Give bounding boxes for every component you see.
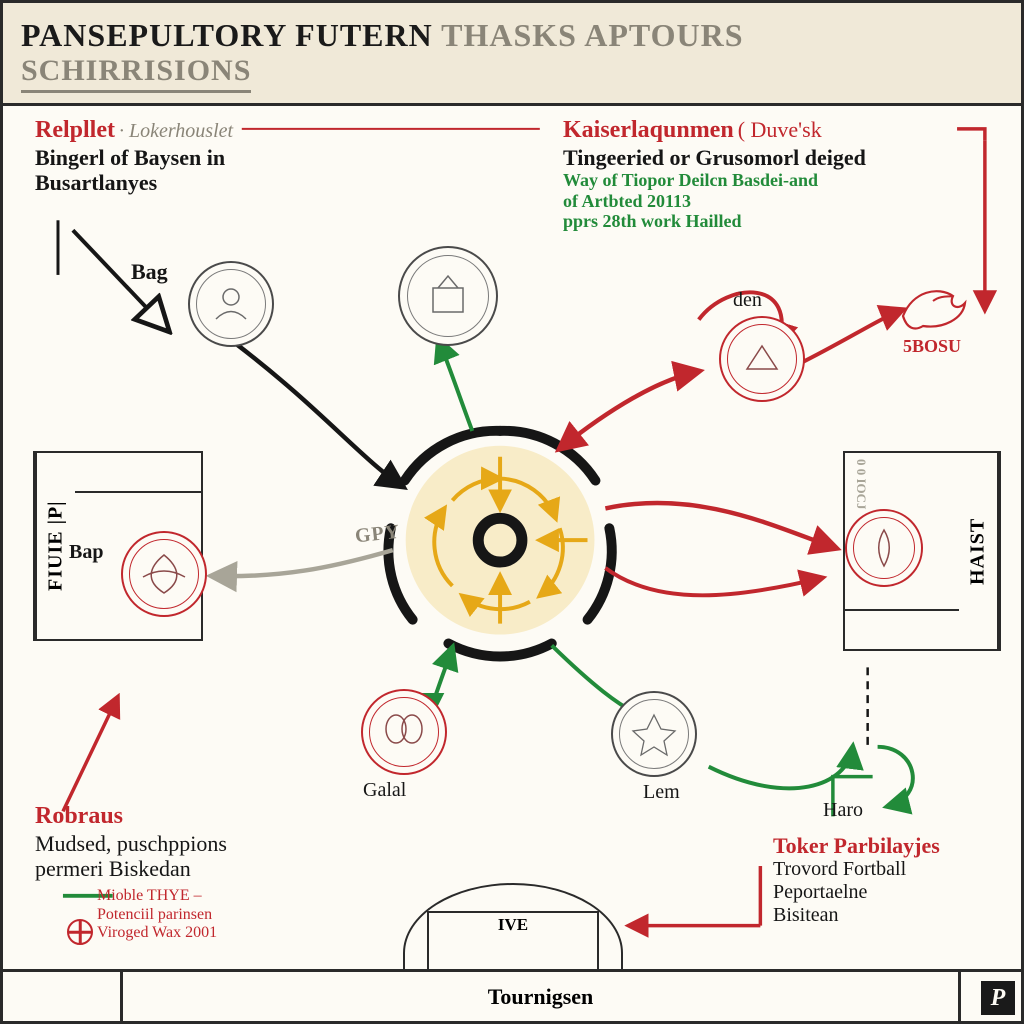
tr-title-script: ( Duve'sk xyxy=(738,117,822,142)
seal-right xyxy=(845,509,923,587)
label-lem: Lem xyxy=(643,781,680,804)
block-botleft: Robraus Mudsed, puschppions permeri Bisk… xyxy=(35,803,227,942)
label-haro: Haro xyxy=(823,799,863,822)
block-topleft: Relpllet · Lokerhouslet Bingerl of Bayse… xyxy=(35,117,233,195)
title-light: THASKS APTOURS xyxy=(433,17,744,53)
label-den: den xyxy=(733,289,762,312)
br-title: Toker Parbilayjes xyxy=(773,833,940,858)
diagram-frame: PANSEPULTORY FUTERN THASKS APTOURS SCHIR… xyxy=(0,0,1024,1024)
seal-galal xyxy=(361,689,447,775)
bl-title: Robraus xyxy=(35,803,227,831)
block-botright: Toker Parbilayjes Trovord Fortball Pepor… xyxy=(773,833,940,927)
center-yellow-arrows xyxy=(434,457,587,624)
tr-g1: Way of Tiopor Deilcn Basdei-and xyxy=(563,170,993,191)
tl-title: Relpllet · Lokerhouslet xyxy=(35,117,233,145)
annot-right: 5BOSU xyxy=(903,336,961,357)
title-dark: PANSEPULTORY FUTERN xyxy=(21,17,433,53)
block-topright: Kaiserlaqunmen ( Duve'sk Tingeeried or G… xyxy=(563,117,993,232)
title-line-1: PANSEPULTORY FUTERN THASKS APTOURS xyxy=(21,17,1003,54)
legend-circle-cross-icon xyxy=(67,919,93,945)
seal-right-inner xyxy=(853,517,915,579)
seal-den xyxy=(719,316,805,402)
label-gpy: GPY xyxy=(354,521,401,549)
arrow-center-to-bap xyxy=(212,550,393,576)
br-b3: Bisitean xyxy=(773,904,940,927)
br-b2: Peportaelne xyxy=(773,881,940,904)
arrow-center-to-den xyxy=(560,371,699,448)
title-line-2: SCHIRRISIONS xyxy=(21,54,251,93)
diagram-stage: Relpllet · Lokerhouslet Bingerl of Bayse… xyxy=(3,111,1021,1021)
tr-title-red: Kaiserlaqunmen xyxy=(563,117,734,143)
tr-title: Kaiserlaqunmen ( Duve'sk xyxy=(563,117,993,145)
right-box-small: 0 0 IOCJ xyxy=(853,459,869,510)
tl-body2: Busartlanyes xyxy=(35,170,233,195)
goal-box: IVE xyxy=(427,911,599,971)
tl-title-red: Relpllet xyxy=(35,117,115,143)
arrow-center-to-top xyxy=(438,339,472,430)
tl-body1: Bingerl of Baysen in xyxy=(35,145,233,170)
seal-bap xyxy=(121,531,207,617)
center-fill xyxy=(406,446,595,635)
footer-center: Tournigsen xyxy=(123,972,961,1021)
arrow-center-to-right2 xyxy=(605,568,822,595)
dove-icon xyxy=(893,271,973,346)
seal-den-inner xyxy=(727,324,797,394)
publisher-logo-icon: P xyxy=(981,981,1015,1015)
label-bap: Bap xyxy=(69,541,103,564)
tr-g2: of Artbted 20113 xyxy=(563,191,993,212)
bl-leg2: Potenciil parinsen xyxy=(97,906,217,924)
seal-top-inner xyxy=(407,255,489,337)
tr-body1: Tingeeried or Grusomorl deiged xyxy=(563,145,993,170)
bl-leg1: Mioble THYE – xyxy=(97,887,217,905)
bl-leg3: Viroged Wax 2001 xyxy=(97,924,217,942)
br-b1: Trovord Fortball xyxy=(773,858,940,881)
arrow-bag-to-center xyxy=(237,344,403,486)
seal-galal-inner xyxy=(369,697,439,767)
arrow-haro-curl xyxy=(878,747,913,807)
arrow-lem-haro xyxy=(709,747,853,789)
center-dashed-ring xyxy=(388,431,611,657)
tl-title-grey: · Lokerhouslet xyxy=(119,120,233,142)
goal-label: IVE xyxy=(429,913,597,935)
bl-b1: Mudsed, puschppions xyxy=(35,831,227,856)
seal-bag-inner xyxy=(196,269,266,339)
tr-g3: pprs 28th work Hailled xyxy=(563,211,993,232)
seal-lem xyxy=(611,691,697,777)
arrow-robraus-to-box xyxy=(63,697,118,811)
label-bag: Bag xyxy=(131,259,168,284)
arrow-den-to-dove xyxy=(798,310,902,365)
center-ring-icon xyxy=(478,518,522,562)
seal-top xyxy=(398,246,498,346)
seal-lem-inner xyxy=(619,699,689,769)
seal-bag xyxy=(188,261,274,347)
right-box-label: HAIST xyxy=(959,453,999,649)
footer: Tournigsen xyxy=(3,969,1021,1021)
title-bar: PANSEPULTORY FUTERN THASKS APTOURS SCHIR… xyxy=(3,3,1021,106)
label-galal: Galal xyxy=(363,779,406,802)
bl-b2: permeri Biskedan xyxy=(35,856,227,881)
seal-bap-inner xyxy=(129,539,199,609)
arrow-center-to-right xyxy=(605,503,835,548)
